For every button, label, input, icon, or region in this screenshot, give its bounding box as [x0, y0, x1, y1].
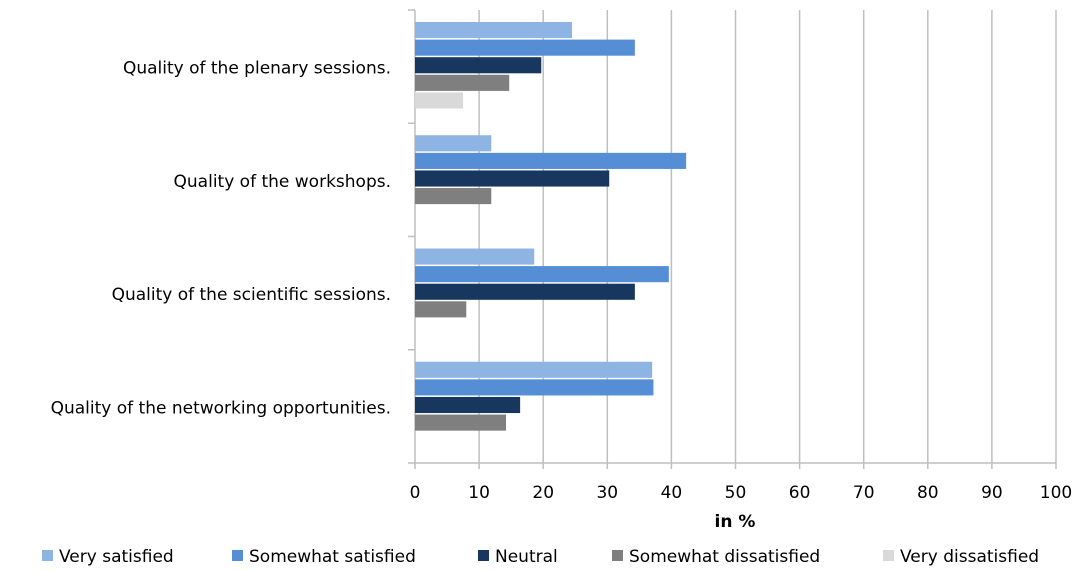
legend-label: Very satisfied [59, 547, 174, 567]
y-tick-label: Quality of the plenary sessions. [123, 59, 391, 79]
legend-swatch [232, 550, 243, 561]
legend-swatch [612, 550, 623, 561]
bar [415, 361, 653, 378]
bar [415, 57, 542, 74]
legend-swatch [478, 550, 489, 561]
x-tick-label: 60 [789, 483, 811, 503]
legend-swatch [42, 550, 53, 561]
bar [415, 74, 510, 91]
bar [415, 379, 654, 396]
bar [415, 22, 573, 39]
bar [415, 396, 521, 414]
bar [415, 188, 492, 205]
x-tick-label: 20 [532, 483, 554, 503]
legend-label: Neutral [495, 547, 558, 567]
legend-label: Somewhat dissatisfied [629, 547, 820, 567]
x-tick-label: 100 [1040, 483, 1072, 503]
bar [415, 135, 492, 152]
y-tick-label: Quality of the scientific sessions. [112, 285, 391, 305]
x-tick-label: 0 [410, 483, 421, 503]
x-axis-title: in % [715, 512, 756, 532]
x-tick-label: 10 [468, 483, 490, 503]
x-tick-label: 80 [917, 483, 939, 503]
x-tick-label: 70 [853, 483, 875, 503]
bar [415, 301, 467, 318]
x-tick-label: 40 [661, 483, 683, 503]
y-tick-label: Quality of the workshops. [174, 172, 391, 192]
bar [415, 39, 635, 56]
bar [415, 170, 610, 187]
legend-swatch [883, 550, 894, 561]
legend-label: Very dissatisfied [900, 547, 1039, 567]
y-tick-label: Quality of the networking opportunities. [51, 398, 391, 418]
bar [415, 248, 535, 265]
bar [415, 283, 635, 300]
bar [415, 266, 669, 283]
x-tick-label: 30 [596, 483, 618, 503]
bar [415, 414, 507, 431]
x-tick-label: 90 [981, 483, 1003, 503]
legend-label: Somewhat satisfied [249, 547, 416, 567]
bar [415, 92, 464, 109]
x-tick-label: 50 [725, 483, 747, 503]
bar [415, 152, 687, 169]
